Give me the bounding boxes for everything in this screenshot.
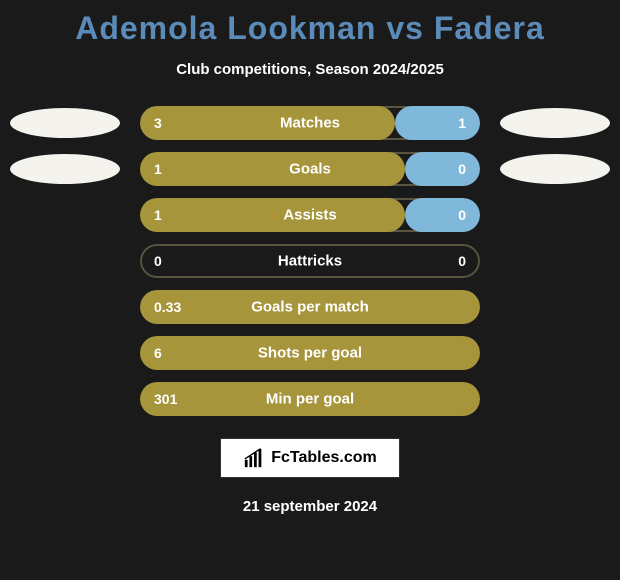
- stat-label: Goals per match: [251, 299, 369, 316]
- stat-value-left: 1: [154, 161, 162, 177]
- player-avatar-placeholder: [10, 154, 120, 184]
- player-avatar-placeholder: [10, 108, 120, 138]
- left-avatar-slot: [0, 108, 130, 138]
- stat-bar: Hattricks 0 0: [140, 244, 480, 278]
- stat-row: Goals per match 0.33: [0, 290, 620, 324]
- player-avatar-placeholder: [500, 108, 610, 138]
- stat-bar: Shots per goal 6: [140, 336, 480, 370]
- page-title: Ademola Lookman vs Fadera: [0, 0, 620, 47]
- subtitle: Club competitions, Season 2024/2025: [0, 61, 620, 78]
- left-avatar-slot: [0, 154, 130, 184]
- stat-label: Matches: [280, 115, 340, 132]
- stat-rows: Matches31Goals10Assists10Hattricks00Goal…: [0, 106, 620, 416]
- player-avatar-placeholder: [500, 154, 610, 184]
- stat-value-left: 3: [154, 115, 162, 131]
- logo-text: FcTables.com: [271, 449, 377, 467]
- stat-value-left: 301: [154, 391, 177, 407]
- stat-row: Shots per goal 6: [0, 336, 620, 370]
- stat-label: Goals: [289, 161, 331, 178]
- stat-label: Assists: [283, 207, 336, 224]
- stat-value-left: 0.33: [154, 299, 181, 315]
- stat-row: Hattricks 0 0: [0, 244, 620, 278]
- chart-bars-icon: [243, 447, 265, 469]
- stat-label: Min per goal: [266, 391, 354, 408]
- stat-value-right: 1: [458, 115, 466, 131]
- stat-bar: Min per goal 301: [140, 382, 480, 416]
- stat-bar-right-fill: [405, 152, 480, 186]
- date-text: 21 september 2024: [0, 498, 620, 515]
- stat-bar: Matches 3 1: [140, 106, 480, 140]
- stat-bar: Goals 1 0: [140, 152, 480, 186]
- stat-bar-left-fill: [140, 198, 405, 232]
- stat-value-left: 1: [154, 207, 162, 223]
- stat-value-left: 0: [154, 253, 162, 269]
- stat-bar-right-fill: [395, 106, 480, 140]
- stat-bar-right-fill: [405, 198, 480, 232]
- fctables-logo: FcTables.com: [220, 438, 400, 478]
- stat-value-left: 6: [154, 345, 162, 361]
- stat-row: Goals 1 0: [0, 152, 620, 186]
- stat-value-right: 0: [458, 207, 466, 223]
- stat-row: Min per goal 301: [0, 382, 620, 416]
- right-avatar-slot: [490, 154, 620, 184]
- stat-label: Shots per goal: [258, 345, 362, 362]
- stat-row: Assists 1 0: [0, 198, 620, 232]
- stat-bar-left-fill: [140, 152, 405, 186]
- right-avatar-slot: [490, 108, 620, 138]
- stat-bar-left-fill: [140, 106, 395, 140]
- stat-value-right: 0: [458, 161, 466, 177]
- stat-bar: Assists 1 0: [140, 198, 480, 232]
- stat-bar: Goals per match 0.33: [140, 290, 480, 324]
- stat-value-right: 0: [458, 253, 466, 269]
- stat-row: Matches 3 1: [0, 106, 620, 140]
- stat-label: Hattricks: [278, 253, 342, 270]
